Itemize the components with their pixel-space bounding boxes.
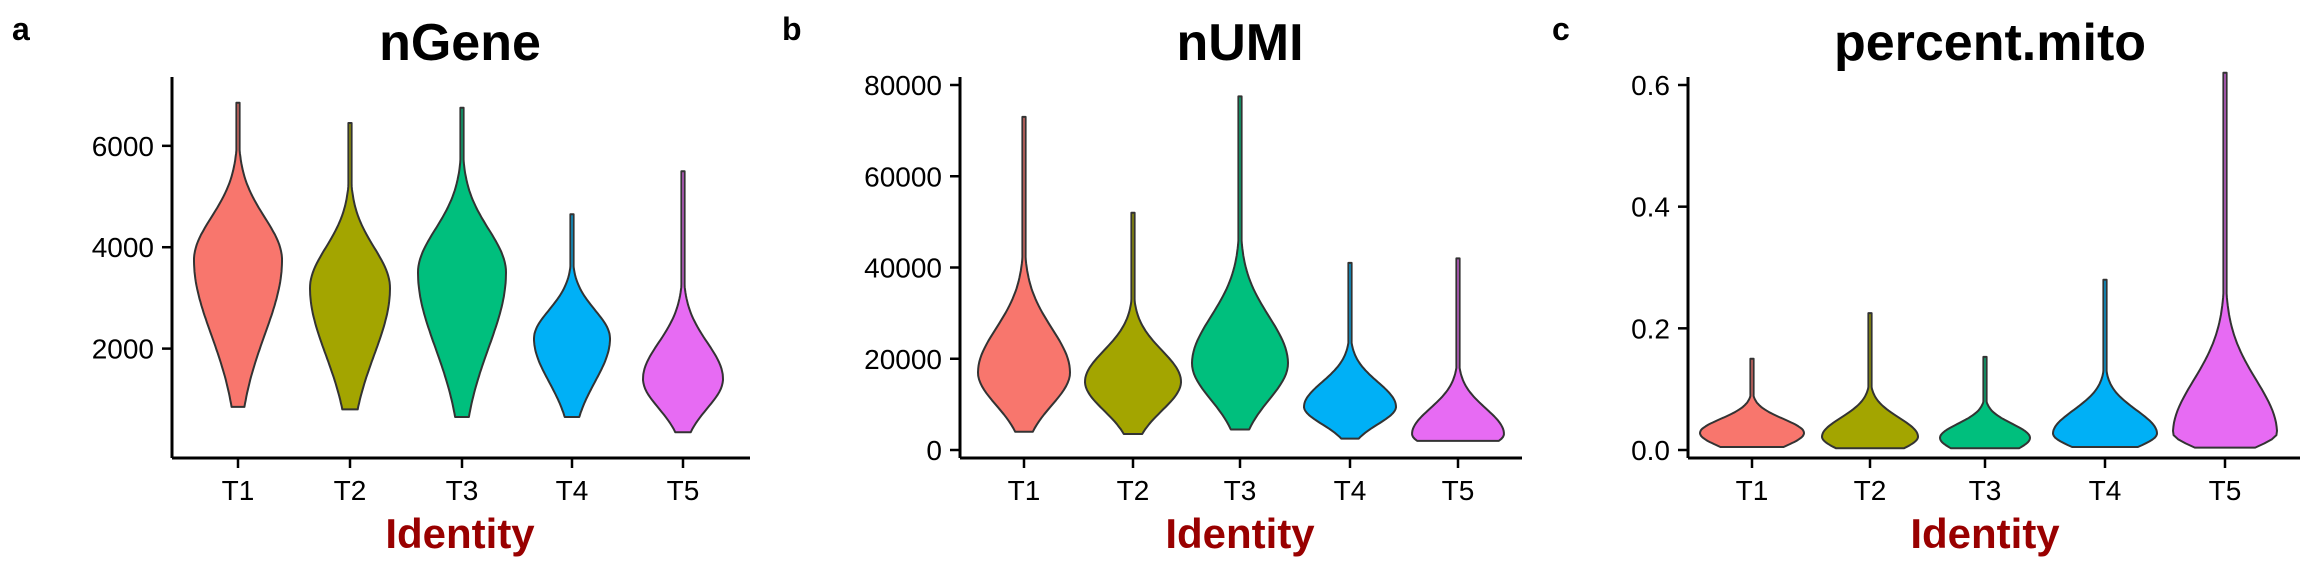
x-tick-label: T5 [667,475,700,506]
panel-letter: b [782,11,802,47]
x-axis-label: Identity [385,510,535,557]
y-tick-label: 0.0 [1631,435,1670,466]
y-tick-label: 20000 [864,344,942,375]
plot-area: 0.0 0.2 0.4 0.6 T1 T2 T3 T4 T5 [1631,70,2300,506]
x-tick-label: T1 [1008,475,1041,506]
violin-t1 [1699,357,1805,448]
y-tick-label: 0 [926,435,942,466]
plot-area: 0 20000 40000 60000 80000 T1 T2 T3 T4 T5 [864,70,1522,506]
x-tick-label: T4 [556,475,589,506]
y-tick-label: 0.2 [1631,313,1670,344]
violin-t3 [1939,355,2031,450]
y-tick-label: 2000 [92,334,154,365]
y-tick-label: 4000 [92,232,154,263]
x-tick-label: T1 [1736,475,1769,506]
x-tick-label: T2 [1854,475,1887,506]
x-tick-label: T2 [1117,475,1150,506]
x-tick-label: T3 [1969,475,2002,506]
violin-t5 [1411,257,1505,442]
panel-title: percent.mito [1834,14,2146,72]
violin-t3 [1191,95,1289,431]
x-tick-label: T5 [2209,475,2242,506]
violin-t4 [1303,261,1397,440]
panel-percent-mito: c percent.mito Identity 0.0 0.2 0.4 0.6 T1 T2… [1552,11,2300,557]
y-tick-label: 6000 [92,131,154,162]
x-axis-label: Identity [1910,510,2060,557]
x-tick-label: T5 [1442,475,1475,506]
x-tick-label: T4 [1334,475,1367,506]
violin-t1 [193,101,283,408]
panel-ngene: a nGene Identity 2000 4000 6000 T1 T2 T3 T4 T5 [12,11,750,557]
panel-numi: b nUMI Identity 0 20000 40000 60000 80000 T1 T… [782,11,1522,557]
violin-t3 [417,106,507,418]
violin-t2 [309,122,391,411]
violin-t5 [2172,71,2278,449]
plot-area: 2000 4000 6000 T1 T2 T3 T4 T5 [92,77,750,506]
panel-letter: c [1552,11,1570,47]
x-tick-label: T1 [222,475,255,506]
x-tick-label: T3 [446,475,479,506]
violin-t2 [1084,211,1182,435]
y-tick-label: 40000 [864,253,942,284]
y-tick-label: 0.4 [1631,192,1670,223]
panel-letter: a [12,11,30,47]
x-axis-label: Identity [1165,510,1315,557]
x-tick-label: T3 [1224,475,1257,506]
panel-title: nUMI [1176,14,1303,72]
violin-t4 [2052,278,2158,448]
violin-t5 [642,170,724,434]
y-tick-label: 0.6 [1631,70,1670,101]
violin-t2 [1821,312,1919,450]
x-tick-label: T4 [2089,475,2122,506]
violin-t4 [533,213,611,418]
panel-title: nGene [379,14,541,72]
y-tick-label: 60000 [864,161,942,192]
x-tick-label: T2 [334,475,367,506]
violin-t1 [977,115,1071,433]
y-tick-label: 80000 [864,70,942,101]
